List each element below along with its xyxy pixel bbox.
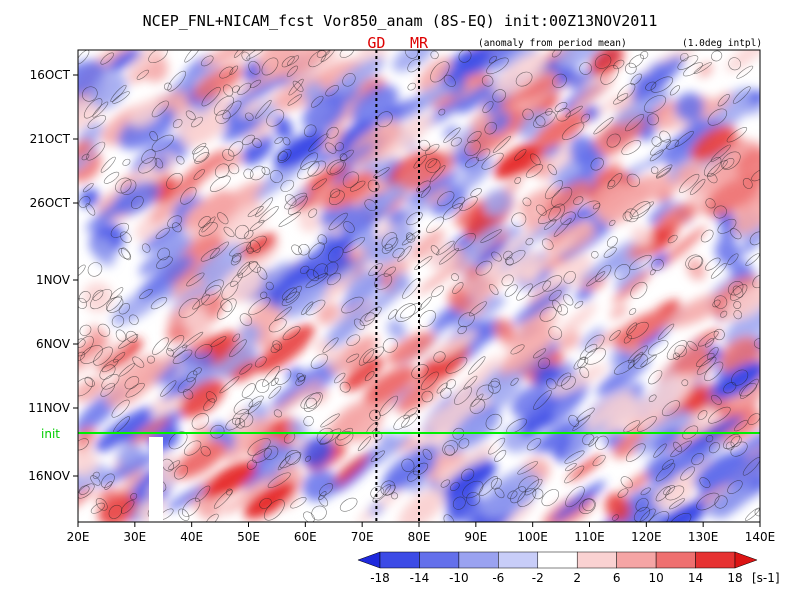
y-axis: 16OCT 21OCT 26OCT 1NOV 6NOV 11NOV 16NOV	[28, 68, 78, 483]
x-tick-label: 80E	[408, 530, 431, 544]
y-tick-label: 21OCT	[30, 132, 71, 146]
colorbar-bin	[655, 551, 696, 569]
colorbar-bin	[419, 551, 460, 569]
colorbar-level: 10	[648, 571, 663, 585]
x-tick-label: 110E	[574, 530, 605, 544]
colorbar-unit: [s-1]	[752, 571, 780, 585]
colorbar-level: 2	[573, 571, 581, 585]
y-tick-label: 1NOV	[36, 273, 71, 287]
chart-subtitle: (anomaly from period mean)	[478, 38, 627, 49]
x-tick-label: 140E	[745, 530, 776, 544]
x-tick-label: 70E	[351, 530, 374, 544]
colorbar-level: -18	[370, 571, 390, 585]
colorbar: -18 -14 -10 -6 -2 2 6 10 14 18	[357, 551, 758, 585]
plot-area	[78, 50, 760, 522]
y-tick-label: 6NOV	[36, 337, 71, 351]
colorbar-bin	[734, 551, 758, 569]
colorbar-bin	[695, 551, 736, 569]
x-tick-label: 100E	[517, 530, 548, 544]
colorbar-level: 18	[727, 571, 742, 585]
x-tick-label: 40E	[180, 530, 203, 544]
y-tick-label: 16OCT	[30, 68, 71, 82]
colorbar-level: -10	[449, 571, 469, 585]
x-tick-label: 130E	[688, 530, 719, 544]
interpolation-note: (1.0deg intpl)	[682, 38, 762, 49]
colorbar-bin	[537, 551, 578, 569]
missing-data-strip	[149, 437, 163, 522]
marker-label-mr: MR	[410, 34, 429, 52]
x-axis: 20E 30E 40E 50E 60E 70E 80E 90E 100E 110E 120E 130E…	[67, 522, 776, 544]
colorbar-level: -2	[532, 571, 544, 585]
x-tick-label: 50E	[237, 530, 260, 544]
y-tick-label: 26OCT	[30, 196, 71, 210]
colorbar-bin	[498, 551, 539, 569]
marker-label-gd: GD	[367, 34, 385, 52]
colorbar-level: 14	[688, 571, 703, 585]
colorbar-bin	[576, 551, 617, 569]
colorbar-bin	[357, 551, 381, 569]
init-label: init	[41, 427, 60, 441]
colorbar-level: -6	[492, 571, 504, 585]
colorbar-level: -14	[410, 571, 430, 585]
y-tick-label: 11NOV	[28, 401, 70, 415]
x-tick-label: 60E	[294, 530, 317, 544]
chart-title: NCEP_FNL+NICAM_fcst Vor850_anam (8S-EQ) …	[143, 12, 658, 30]
colorbar-bin	[458, 551, 499, 569]
x-tick-label: 20E	[67, 530, 90, 544]
colorbar-bin	[616, 551, 657, 569]
colorbar-bin	[379, 551, 420, 569]
y-tick-label: 16NOV	[28, 469, 70, 483]
x-tick-label: 120E	[631, 530, 662, 544]
colorbar-level: 6	[613, 571, 621, 585]
x-tick-label: 90E	[464, 530, 487, 544]
x-tick-label: 30E	[123, 530, 146, 544]
